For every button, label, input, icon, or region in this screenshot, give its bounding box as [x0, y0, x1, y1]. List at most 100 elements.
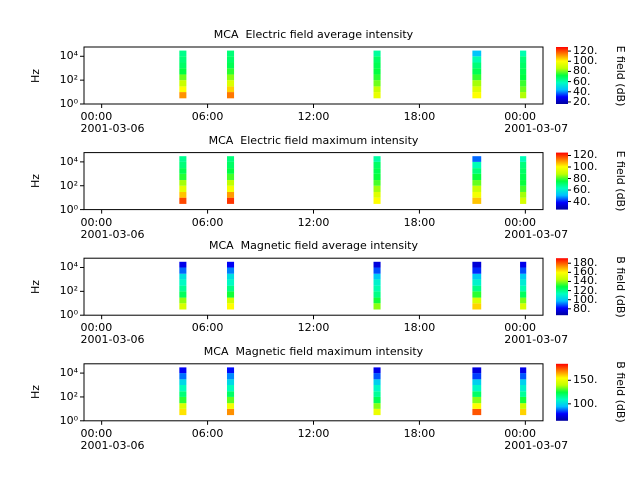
spectrogram-cell: [179, 173, 187, 181]
spectrogram-cell: [373, 291, 381, 298]
spectrogram-cell: [472, 303, 482, 310]
spectrogram-cell: [226, 62, 235, 69]
spectrogram-cell: [520, 92, 527, 99]
spectrogram-cell: [179, 267, 187, 274]
spectrogram-cell: [226, 379, 235, 386]
x-tick-label: 12:00: [297, 321, 330, 335]
spectrogram-cell: [472, 80, 482, 87]
spectrogram-cell: [179, 156, 187, 162]
y-tick-label: 10⁴: [59, 260, 78, 274]
colorbar-tick-label: 120.: [573, 148, 598, 162]
spectrogram-cell: [179, 185, 187, 192]
spectrogram-cell: [179, 86, 187, 93]
y-tick-label: 10⁰: [59, 97, 78, 110]
spectrogram-cell: [373, 86, 381, 93]
spectrogram-cell: [373, 261, 381, 268]
spectrogram-cell: [520, 173, 527, 181]
spectrogram-cell: [520, 273, 527, 280]
spectrogram-cell: [520, 56, 527, 63]
spectrogram-cell: [179, 68, 187, 75]
spectrogram-cell: [472, 161, 482, 169]
y-tick-label: 10²: [59, 389, 78, 403]
x-tick-label: 18:00: [403, 110, 436, 123]
x-tick-label: 00:00 2001-03-07: [504, 110, 569, 135]
spectrogram-cell: [472, 50, 482, 57]
spectrogram-cell: [520, 156, 527, 162]
colorbar-label: B field (dB): [614, 361, 627, 423]
spectrogram-cell: [179, 273, 187, 280]
x-tick-label: 18:00: [403, 215, 436, 229]
spectrogram-cell: [520, 50, 527, 57]
x-tick-label: 18:00: [403, 426, 436, 440]
x-tick-label: 00:00 2001-03-07: [504, 321, 569, 347]
spectrogram-cell: [520, 396, 527, 404]
x-tick-label: 06:00: [191, 215, 224, 229]
spectrogram-cell: [520, 367, 527, 374]
spectrogram-cell: [226, 291, 235, 298]
colorbar: [556, 47, 568, 104]
spectrogram-cell: [179, 297, 187, 304]
y-tick-label: 10⁴: [59, 49, 78, 63]
colorbar-tick-label: 150.: [573, 373, 598, 387]
spectrogram-cell: [520, 191, 527, 198]
x-tick-label: 12:00: [297, 110, 330, 123]
spectrogram-cell: [179, 373, 187, 380]
spectrogram-cell: [520, 379, 527, 386]
panel-title: MCA Magnetic field average intensity: [208, 239, 419, 253]
spectrogram-cell: [373, 62, 381, 69]
spectrogram-cell: [226, 68, 235, 75]
spectrogram-cell: [472, 285, 482, 292]
spectrogram-cell: [472, 267, 482, 274]
spectrogram-cell: [472, 379, 482, 386]
spectrogram-cell: [179, 291, 187, 298]
spectrogram-cell: [179, 385, 187, 392]
spectrogram-cell: [226, 156, 235, 162]
y-tick-label: 10⁰: [59, 413, 78, 427]
spectrogram-cell: [179, 56, 187, 63]
spectrogram-cell: [520, 279, 527, 286]
spectrogram-cell: [373, 267, 381, 274]
y-axis-label: Hz: [29, 279, 42, 294]
spectrogram-cell: [226, 396, 235, 404]
spectrogram-cell: [520, 86, 527, 93]
panel-title: MCA Magnetic field maximum intensity: [203, 344, 424, 358]
colorbar-tick-label: 20.: [573, 94, 591, 108]
spectrogram-cell: [226, 180, 235, 186]
x-tick-label: 00:00 2001-03-06: [80, 426, 145, 452]
spectrogram-cell: [472, 373, 482, 380]
spectrogram-cell: [179, 62, 187, 69]
spectrogram-cell: [373, 180, 381, 186]
colorbar-tick-label: 180.: [573, 256, 598, 270]
spectrogram-cell: [179, 168, 187, 174]
spectrogram-cell: [179, 74, 187, 81]
spectrogram-cell: [472, 408, 482, 416]
spectrogram-cell: [373, 297, 381, 304]
spectrogram-cell: [520, 197, 527, 204]
spectrogram-cell: [373, 161, 381, 169]
spectrogram-cell: [472, 156, 482, 162]
x-tick-label: 00:00 2001-03-07: [504, 215, 569, 241]
spectrogram-cell: [373, 391, 381, 397]
spectrogram-cell: [226, 279, 235, 286]
spectrogram-cell: [179, 303, 187, 310]
spectrogram-cell: [179, 285, 187, 292]
panel-title: MCA Electric field maximum intensity: [208, 133, 419, 147]
spectrogram-cell: [226, 173, 235, 181]
x-tick-label: 12:00: [297, 215, 330, 229]
spectrogram-cell: [226, 168, 235, 174]
spectrogram-cell: [226, 185, 235, 192]
panel-title: MCA Electric field average intensity: [213, 28, 414, 41]
colorbar-tick-label: 80.: [573, 64, 591, 78]
spectrogram-cell: [520, 303, 527, 310]
spectrogram-cell: [472, 56, 482, 63]
spectrogram-cell: [226, 92, 235, 99]
spectrogram-cell: [373, 385, 381, 392]
spectrogram-cell: [226, 408, 235, 416]
spectrogram-cell: [472, 367, 482, 374]
spectrogram-cell: [472, 180, 482, 186]
spectrogram-cell: [226, 161, 235, 169]
y-axis-label: Hz: [29, 68, 42, 83]
colorbar: [556, 363, 568, 421]
